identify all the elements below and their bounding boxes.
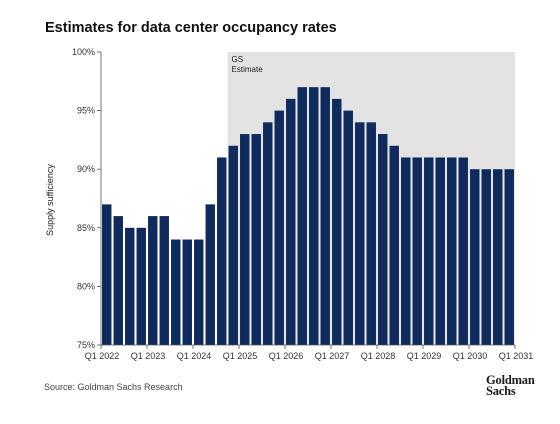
x-tick-label: Q1 2028	[361, 351, 396, 361]
bar-q2-2023	[159, 216, 169, 345]
x-tick-label: Q1 2031	[499, 351, 534, 361]
bar-q4-2022	[136, 227, 146, 345]
bar-q4-2029	[458, 157, 468, 345]
bar-q3-2029	[447, 157, 457, 345]
x-tick-label: Q1 2022	[85, 351, 120, 361]
bar-q2-2028	[389, 145, 399, 345]
bar-q1-2030	[470, 169, 480, 345]
bar-q4-2023	[182, 239, 192, 345]
bar-q4-2024	[228, 145, 238, 345]
x-tick-label: Q1 2029	[407, 351, 442, 361]
y-tick-label: 80%	[77, 281, 95, 291]
bar-q4-2030	[504, 169, 514, 345]
bar-q2-2029	[435, 157, 445, 345]
x-tick-label: Q1 2027	[315, 351, 350, 361]
bar-q3-2030	[493, 169, 503, 345]
estimate-label: Estimate	[232, 65, 264, 74]
bar-q3-2028	[401, 157, 411, 345]
x-tick-label: Q1 2023	[131, 351, 166, 361]
bar-q3-2026	[309, 87, 319, 345]
bar-q1-2022	[102, 204, 112, 345]
source-note: Source: Goldman Sachs Research	[44, 382, 183, 392]
bar-q1-2026	[286, 98, 296, 345]
y-tick-label: 95%	[77, 106, 95, 116]
y-tick-label: 85%	[77, 223, 95, 233]
bar-q3-2022	[125, 227, 135, 345]
bar-q1-2023	[148, 216, 158, 345]
bar-q3-2025	[263, 122, 273, 345]
x-tick-label: Q1 2026	[269, 351, 304, 361]
bar-q2-2030	[481, 169, 491, 345]
bar-q2-2022	[113, 216, 123, 345]
bar-q3-2027	[355, 122, 365, 345]
bar-q1-2027	[332, 98, 342, 345]
bar-q4-2025	[274, 110, 284, 345]
x-tick-label: Q1 2030	[453, 351, 488, 361]
bar-q3-2023	[171, 239, 181, 345]
bar-q2-2027	[343, 110, 353, 345]
bar-q2-2026	[297, 87, 307, 345]
bar-q4-2027	[366, 122, 376, 345]
y-tick-label: 90%	[77, 164, 95, 174]
bar-q2-2024	[205, 204, 215, 345]
bar-q1-2028	[378, 134, 388, 345]
y-tick-label: 75%	[77, 340, 95, 350]
bar-q1-2025	[240, 134, 250, 345]
bar-q1-2024	[194, 239, 204, 345]
y-tick-label: 100%	[72, 47, 95, 57]
estimate-label: GS	[232, 55, 244, 64]
bar-q4-2026	[320, 87, 330, 345]
bar-q4-2028	[412, 157, 422, 345]
chart-title: Estimates for data center occupancy rate…	[45, 20, 337, 36]
x-tick-label: Q1 2025	[223, 351, 258, 361]
goldman-sachs-logo: Goldman Sachs	[486, 373, 535, 398]
bar-q3-2024	[217, 157, 227, 345]
x-tick-label: Q1 2024	[177, 351, 212, 361]
bar-q1-2029	[424, 157, 434, 345]
bar-q2-2025	[251, 134, 261, 345]
